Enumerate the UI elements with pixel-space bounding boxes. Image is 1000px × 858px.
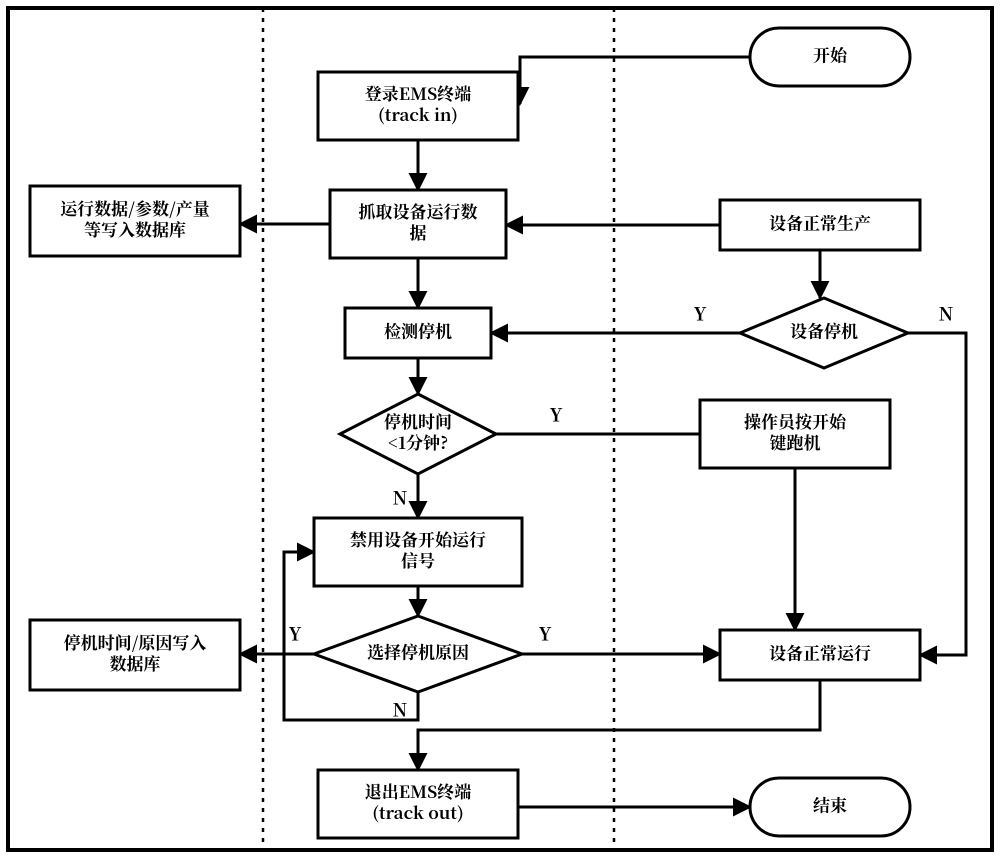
node-reasondec: 选择停机原因 <box>314 616 522 692</box>
svg-text:N: N <box>939 301 954 327</box>
svg-text:开始: 开始 <box>813 41 849 66</box>
node-end: 结束 <box>750 778 910 836</box>
svg-text:设备停机: 设备停机 <box>790 317 858 342</box>
svg-text:键跑机: 键跑机 <box>770 429 821 454</box>
node-detect: 检测停机 <box>345 308 491 358</box>
svg-text:Y: Y <box>694 301 707 327</box>
node-capture: 抓取设备运行数据 <box>330 190 506 258</box>
node-opstart: 操作员按开始键跑机 <box>700 400 890 468</box>
node-logout: 退出EMS终端(track out) <box>318 770 518 838</box>
node-prod: 设备正常生产 <box>720 200 920 250</box>
node-writedb2: 停机时间/原因写入数据库 <box>30 620 240 690</box>
node-timedec: 停机时间<1分钟? <box>340 394 496 474</box>
svg-text:<1分钟?: <1分钟? <box>388 429 448 454</box>
svg-text:数据库: 数据库 <box>110 650 161 675</box>
node-normal: 设备正常运行 <box>720 630 920 680</box>
node-start: 开始 <box>750 28 910 86</box>
svg-text:信号: 信号 <box>401 547 435 572</box>
node-writedb: 运行数据/参数/产量等写入数据库 <box>30 186 240 256</box>
svg-text:设备正常运行: 设备正常运行 <box>769 639 871 664</box>
svg-text:Y: Y <box>289 621 302 647</box>
svg-text:(track out): (track out) <box>372 799 464 824</box>
svg-text:据: 据 <box>410 219 427 244</box>
svg-text:N: N <box>393 697 408 723</box>
node-forbid: 禁用设备开始运行信号 <box>314 518 522 586</box>
svg-text:结束: 结束 <box>813 791 847 816</box>
svg-text:Y: Y <box>539 621 552 647</box>
svg-text:选择停机原因: 选择停机原因 <box>367 638 469 663</box>
svg-text:设备正常生产: 设备正常生产 <box>769 209 871 234</box>
svg-text:检测停机: 检测停机 <box>384 317 452 342</box>
svg-text:(track in): (track in) <box>378 101 458 126</box>
svg-text:Y: Y <box>550 402 563 428</box>
flowchart-canvas: Y N Y N Y Y N 开始登录EMS终端(track in) 抓取设备运行数据 运行数据/参… <box>0 0 1000 858</box>
svg-text:等写入数据库: 等写入数据库 <box>84 216 186 241</box>
node-stopdec: 设备停机 <box>740 298 908 368</box>
svg-text:N: N <box>393 485 408 511</box>
node-login: 登录EMS终端(track in) <box>318 72 518 140</box>
